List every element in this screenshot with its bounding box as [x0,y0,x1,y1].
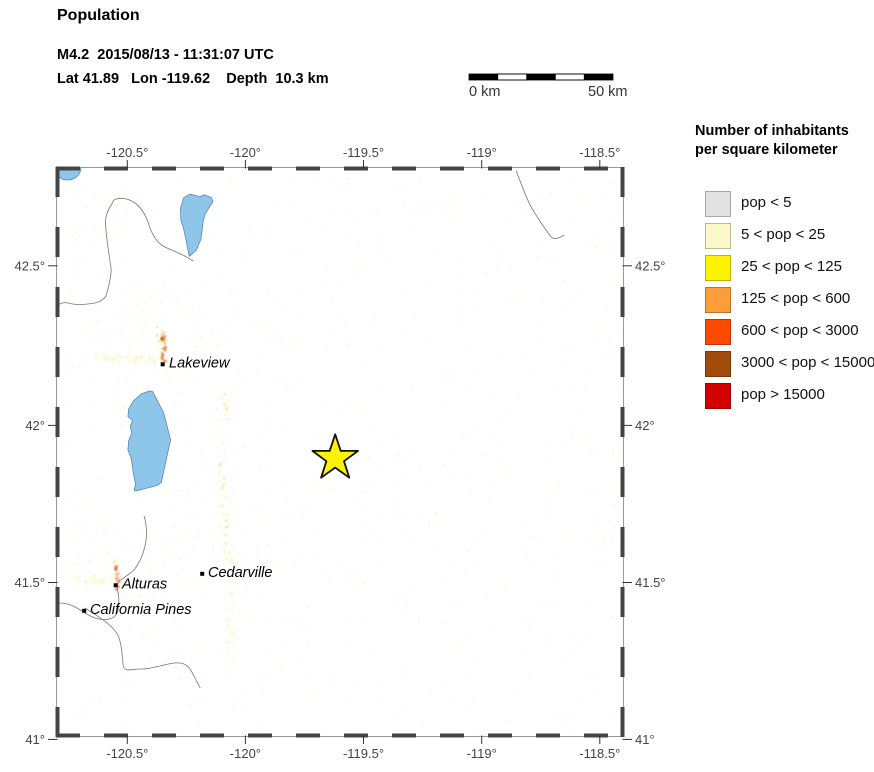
svg-text:-120°: -120° [230,145,261,160]
svg-text:-118.5°: -118.5° [579,145,620,160]
svg-text:-120°: -120° [230,746,261,761]
svg-text:-118.5°: -118.5° [579,746,620,761]
svg-text:42.5°: 42.5° [14,258,45,273]
svg-text:50 km: 50 km [588,84,628,100]
svg-text:-120.5°: -120.5° [106,145,148,160]
svg-text:41°: 41° [25,732,45,747]
svg-text:0 km: 0 km [469,84,500,100]
svg-text:-120.5°: -120.5° [106,746,148,761]
svg-text:42.5°: 42.5° [635,258,666,273]
svg-text:-119°: -119° [467,145,497,160]
svg-text:42°: 42° [25,418,45,433]
svg-text:-119°: -119° [467,746,497,761]
svg-text:42°: 42° [635,418,655,433]
svg-text:41.5°: 41.5° [14,575,45,590]
svg-text:41.5°: 41.5° [635,575,666,590]
svg-text:-119.5°: -119.5° [343,145,384,160]
svg-text:41°: 41° [635,732,655,747]
svg-text:-119.5°: -119.5° [343,746,384,761]
